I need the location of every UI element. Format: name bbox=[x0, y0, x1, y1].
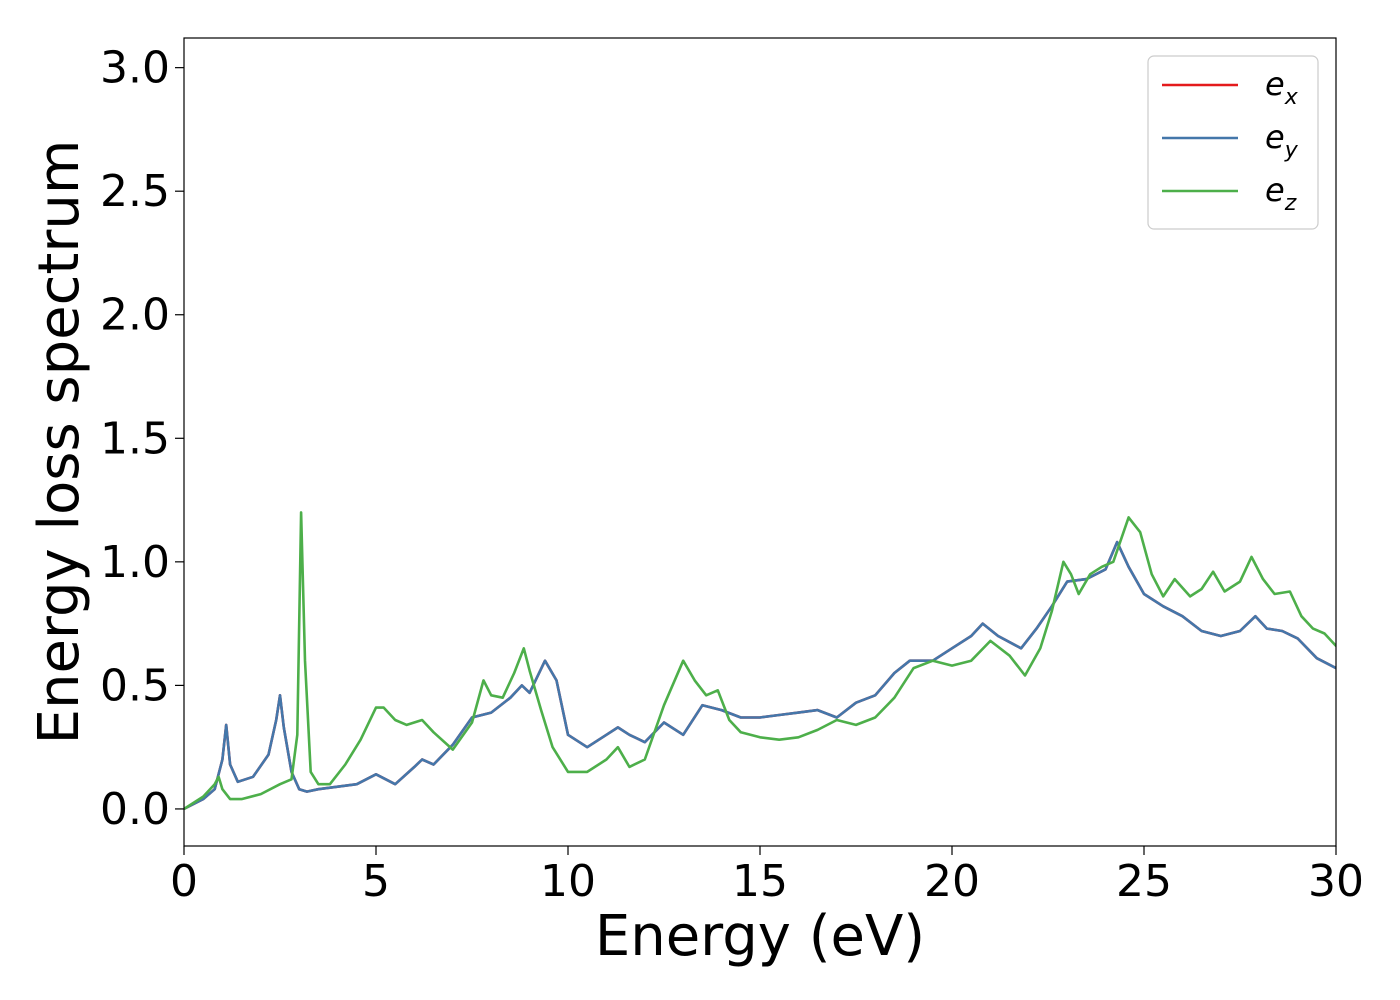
y-axis-title: Energy loss spectrum bbox=[27, 140, 92, 745]
y-tick-label: 0.0 bbox=[100, 784, 170, 835]
legend: ex ey ez bbox=[1147, 55, 1319, 230]
legend-box bbox=[1147, 55, 1319, 230]
x-tick-label: 30 bbox=[1308, 856, 1364, 907]
x-tick-label: 10 bbox=[540, 856, 596, 907]
y-tick-label: 3.0 bbox=[100, 43, 170, 94]
legend-entry-ey: ey bbox=[1162, 118, 1299, 163]
x-tick-label: 20 bbox=[924, 856, 980, 907]
series-line-ey bbox=[184, 540, 1336, 811]
legend-label: ez bbox=[1265, 171, 1297, 216]
y-tick-label: 2.0 bbox=[100, 290, 170, 341]
y-tick-label: 2.5 bbox=[100, 166, 170, 217]
legend-entry-ez: ez bbox=[1162, 171, 1297, 216]
x-tick-label: 25 bbox=[1116, 856, 1172, 907]
x-tick-label: 5 bbox=[362, 856, 390, 907]
x-tick-label: 0 bbox=[170, 856, 198, 907]
y-axis-ticks: 0.0 0.5 1.0 1.5 2.0 2.5 3.0 bbox=[100, 43, 184, 835]
y-tick-label: 0.5 bbox=[100, 660, 170, 711]
legend-label: ex bbox=[1265, 65, 1299, 110]
series-line-ez bbox=[184, 511, 1336, 811]
x-axis-title: Energy (eV) bbox=[595, 904, 925, 969]
x-tick-label: 15 bbox=[732, 856, 788, 907]
plot-lines bbox=[184, 511, 1336, 811]
y-tick-label: 1.5 bbox=[100, 413, 170, 464]
y-tick-label: 1.0 bbox=[100, 537, 170, 588]
series-line-ex bbox=[184, 540, 1336, 811]
x-axis-ticks: 0 5 10 15 20 25 30 bbox=[170, 846, 1364, 907]
legend-label: ey bbox=[1265, 118, 1299, 163]
legend-entry-ex: ex bbox=[1162, 65, 1299, 110]
